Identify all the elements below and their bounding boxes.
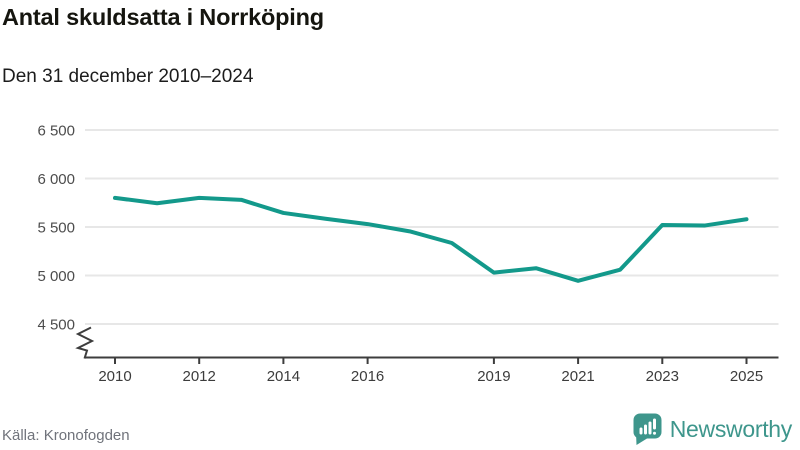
y-tick-label: 4 500 [37, 317, 75, 334]
x-tick-label: 2021 [561, 368, 594, 385]
x-tick-label: 2019 [477, 368, 510, 385]
data-line [113, 195, 749, 283]
chart-subtitle: Den 31 december 2010–2024 [2, 66, 254, 87]
newsworthy-logo[interactable]: Newsworthy [632, 413, 792, 446]
x-tick-label: 2025 [730, 368, 763, 385]
chart-title: Antal skuldsatta i Norrköping [2, 4, 324, 30]
newsworthy-wordmark: Newsworthy [669, 416, 793, 442]
y-tick-label: 6 000 [37, 171, 75, 188]
x-tick-label: 2014 [267, 368, 300, 385]
source-caption: Källa: Kronofogden [2, 427, 130, 444]
x-tick-label: 2016 [351, 368, 384, 385]
y-tick-label: 5 000 [37, 268, 75, 285]
y-tick-label: 6 500 [37, 123, 75, 140]
x-tick-label: 2010 [98, 368, 131, 385]
y-tick-label: 5 500 [37, 220, 75, 237]
x-tick-label: 2023 [646, 368, 679, 385]
axis-break-icon [75, 326, 95, 359]
newsworthy-bubble-chart-icon [633, 413, 662, 445]
x-tick-label: 2012 [183, 368, 216, 385]
